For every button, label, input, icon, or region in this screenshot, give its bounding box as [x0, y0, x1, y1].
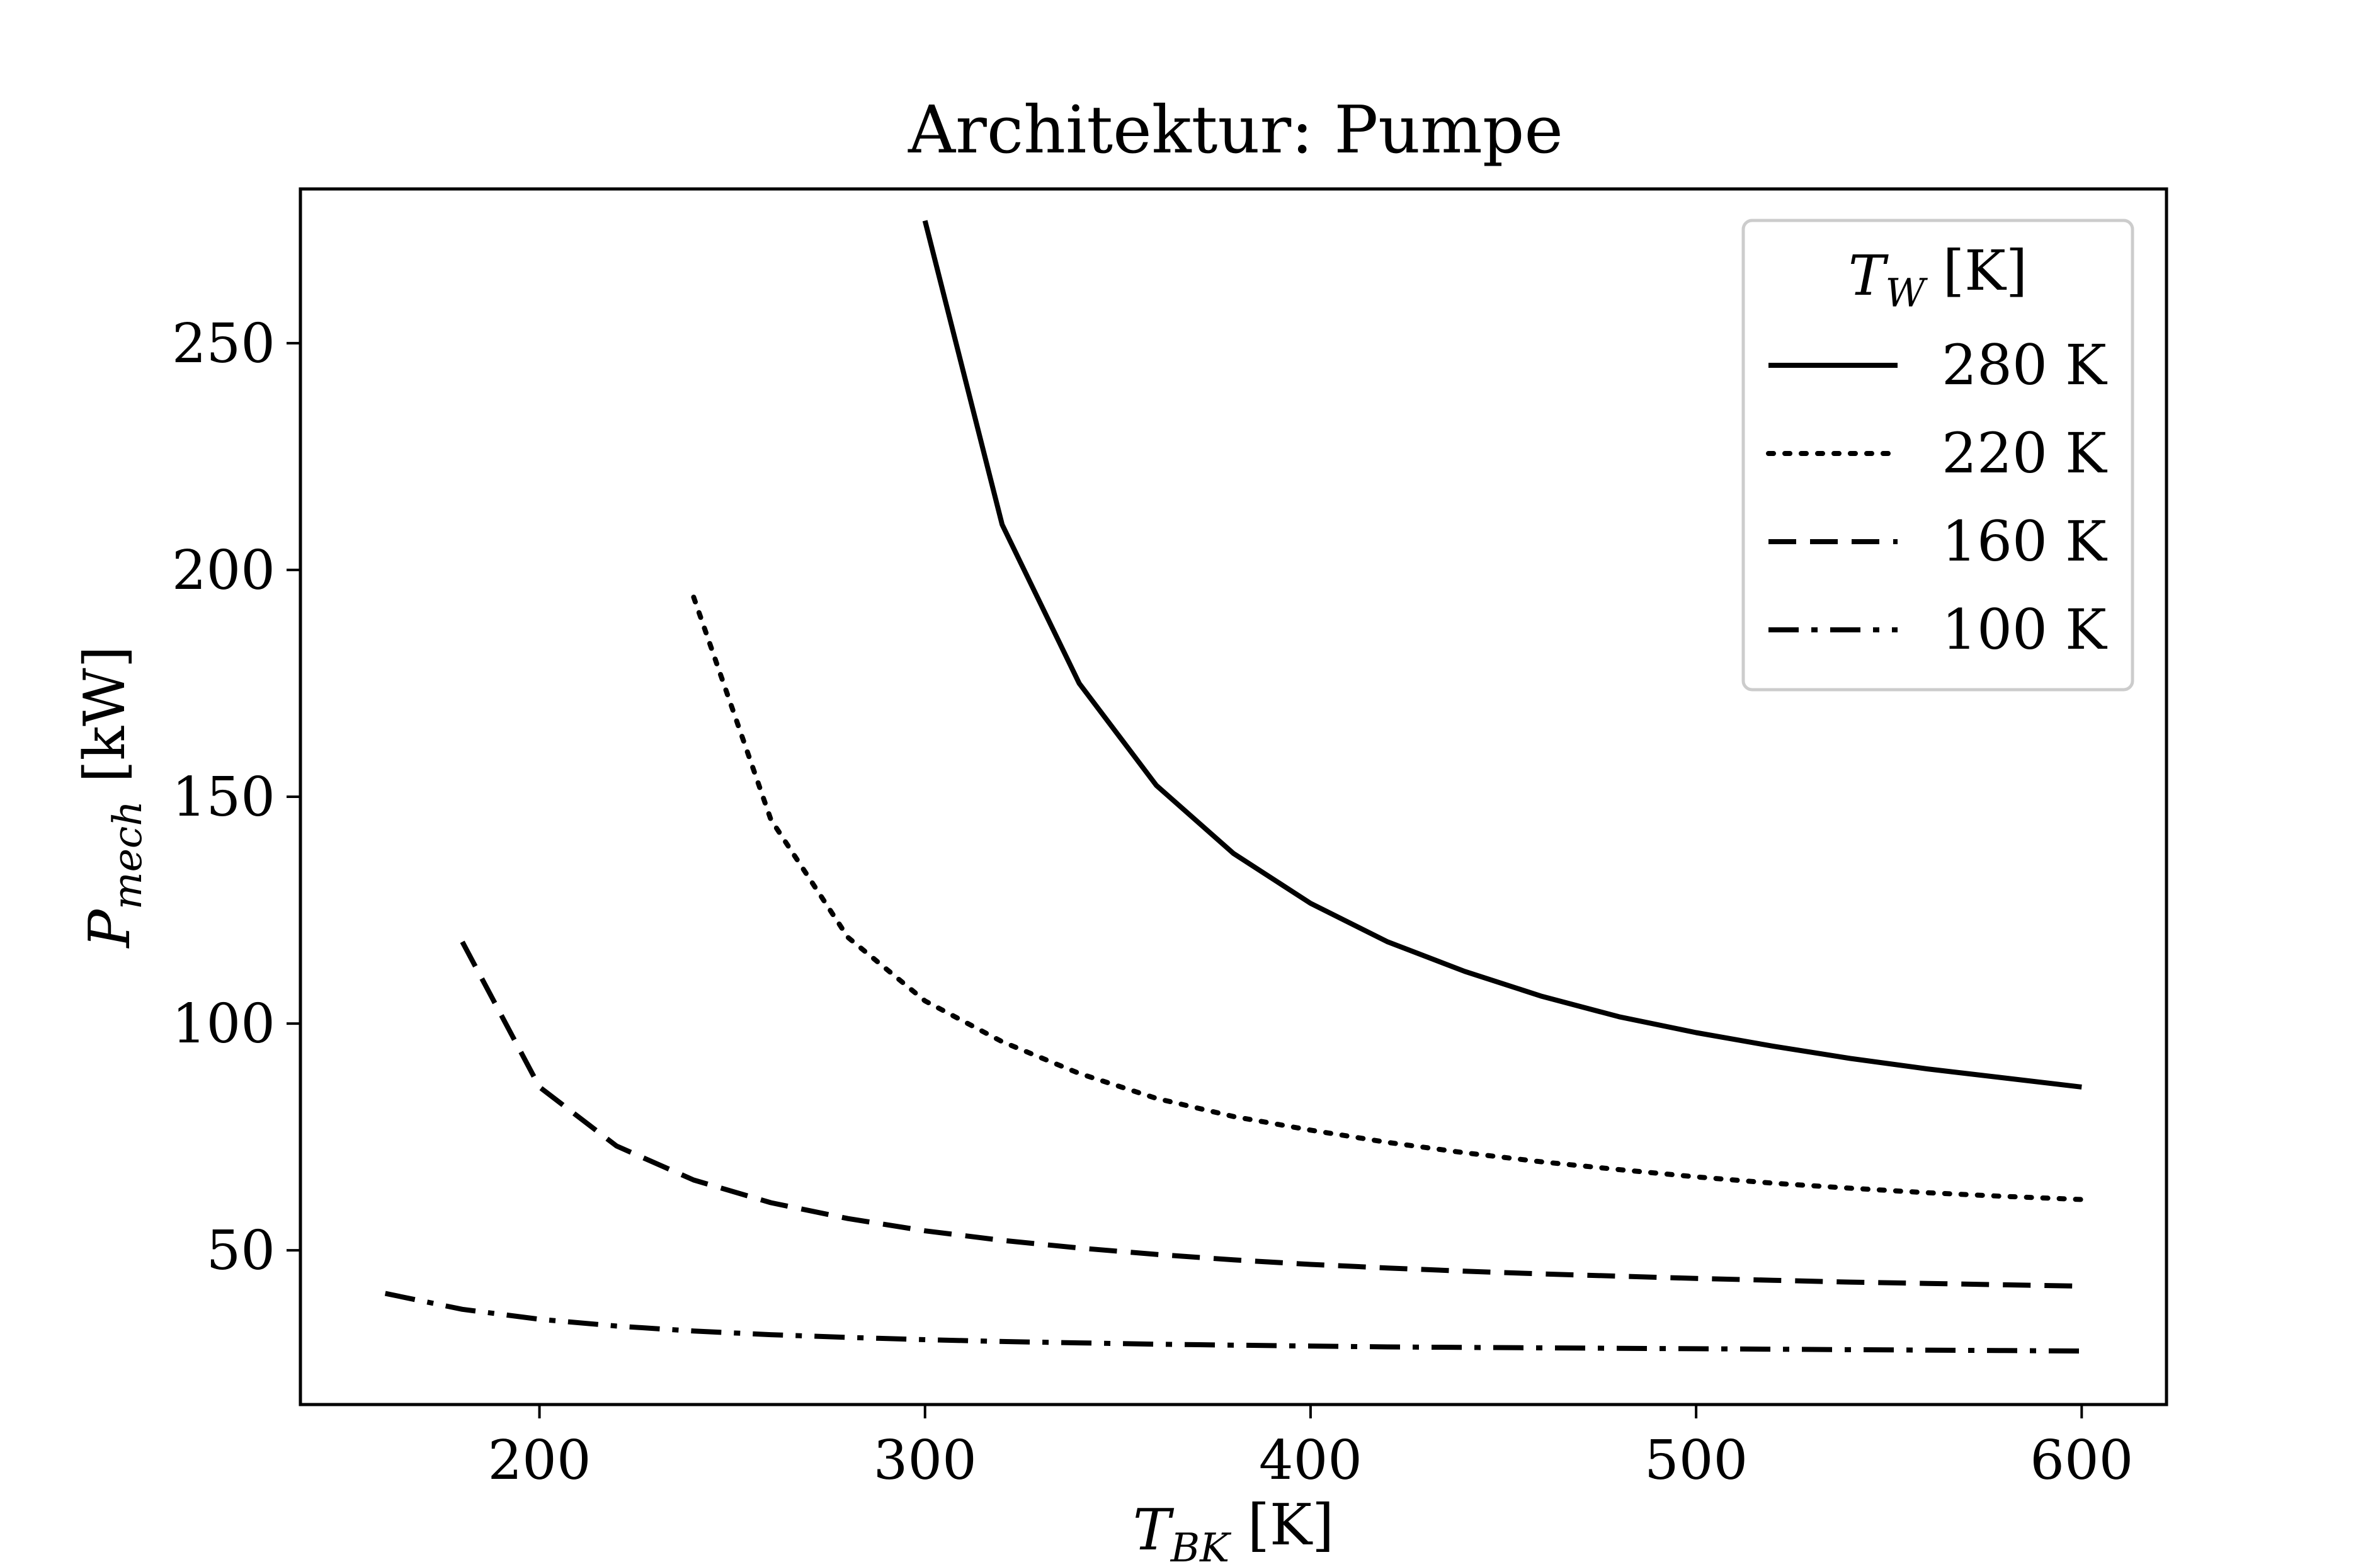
- plot-area: [384, 220, 2085, 1354]
- chart-title: Architektur: Pumpe: [908, 91, 1563, 168]
- y-tick-label: 250: [172, 312, 275, 375]
- y-tick-label: 200: [172, 539, 275, 602]
- y-axis-label: Pmech [kW]: [72, 646, 151, 949]
- axes: 200 300 400 500 600 50 100 150 200 250 TBK [K] Pmec…: [72, 187, 2168, 1562]
- y-tick-label: 50: [207, 1219, 275, 1282]
- y-tick-label: 100: [172, 993, 275, 1056]
- legend-label-4: 100 K: [1942, 597, 2108, 662]
- x-axis-label: TBK [K]: [1133, 1492, 1334, 1562]
- legend: TW [K] 280 K 220 K 160 K 100 K: [1741, 219, 2134, 692]
- legend-label-1: 280 K: [1942, 333, 2108, 397]
- x-tick-label: 500: [1644, 1429, 1748, 1492]
- series-line-1: [922, 220, 2082, 1090]
- x-tick-label: 200: [487, 1429, 591, 1492]
- series-line-2: [691, 595, 2085, 1202]
- legend-label-3: 160 K: [1942, 509, 2108, 574]
- y-tick-label: 150: [172, 766, 275, 829]
- series-line-4: [384, 1291, 2082, 1354]
- x-tick-label: 600: [2030, 1429, 2133, 1492]
- legend-label-2: 220 K: [1942, 421, 2108, 486]
- x-tick-label: 400: [1259, 1429, 1362, 1492]
- x-tick-label: 300: [874, 1429, 977, 1492]
- legend-title: TW [K]: [1848, 238, 2027, 316]
- series-line-3: [460, 940, 2082, 1289]
- legend-box: [1741, 219, 2134, 692]
